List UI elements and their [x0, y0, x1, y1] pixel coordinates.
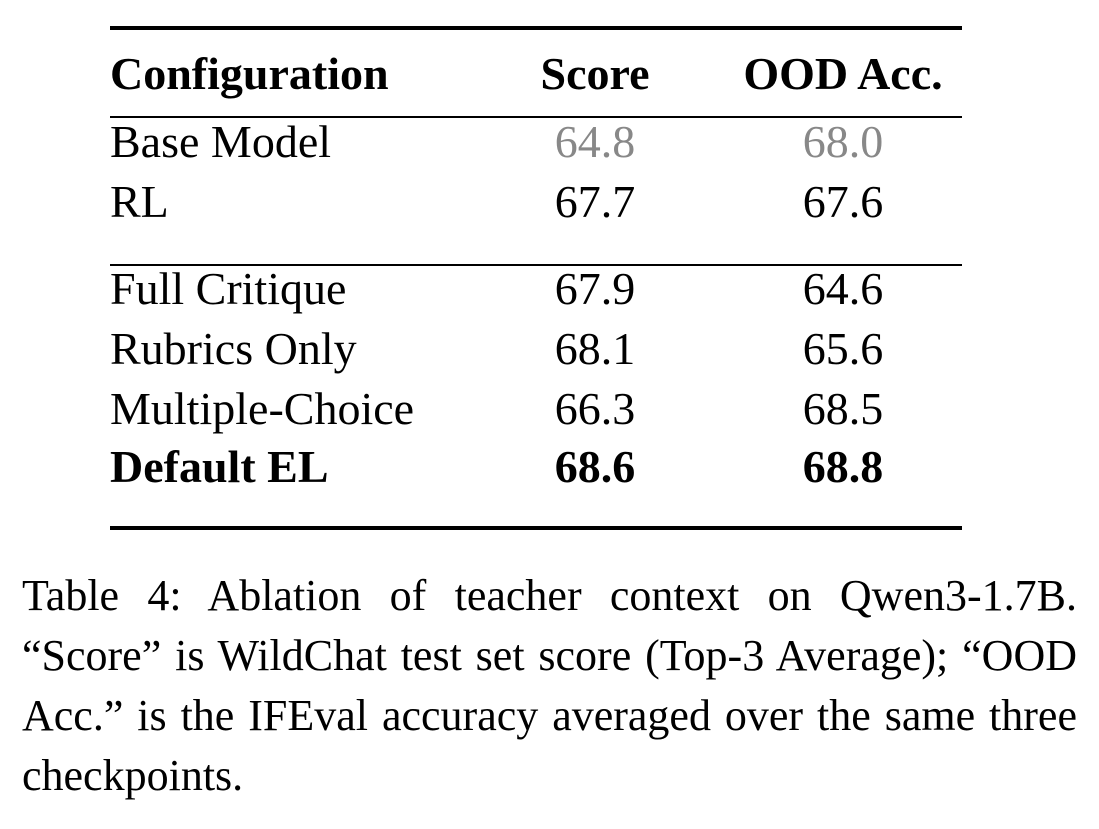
cell: 67.7 [554, 176, 636, 227]
row-label: Base Model [110, 116, 332, 167]
header-cell: Configuration [110, 48, 389, 99]
cell: 66.3 [554, 383, 636, 434]
caption: Table 4: Ablation of teacher context on … [22, 571, 1077, 800]
row-label: Multiple-Choice [110, 383, 415, 434]
header-cell: OOD Acc. [743, 48, 943, 99]
top-rule [110, 26, 962, 30]
cell: 64.8 [554, 116, 636, 167]
header-rule [110, 116, 962, 118]
row-label: Full Critique [110, 263, 347, 314]
row-label: RL [110, 176, 169, 227]
cell: 68.6 [554, 441, 636, 492]
cell: 68.5 [802, 383, 884, 434]
header-cell: Score [540, 48, 650, 99]
row-label: Rubrics Only [110, 323, 357, 374]
cell: 68.8 [802, 441, 884, 492]
cell: 67.9 [554, 263, 636, 314]
cell: 65.6 [802, 323, 884, 374]
row-label: Default EL [110, 441, 329, 492]
bottom-rule [110, 526, 962, 530]
cell: 67.6 [802, 176, 884, 227]
cell: 68.0 [802, 116, 884, 167]
cell: 68.1 [554, 323, 636, 374]
cell: 64.6 [802, 263, 884, 314]
mid-rule [110, 264, 962, 266]
